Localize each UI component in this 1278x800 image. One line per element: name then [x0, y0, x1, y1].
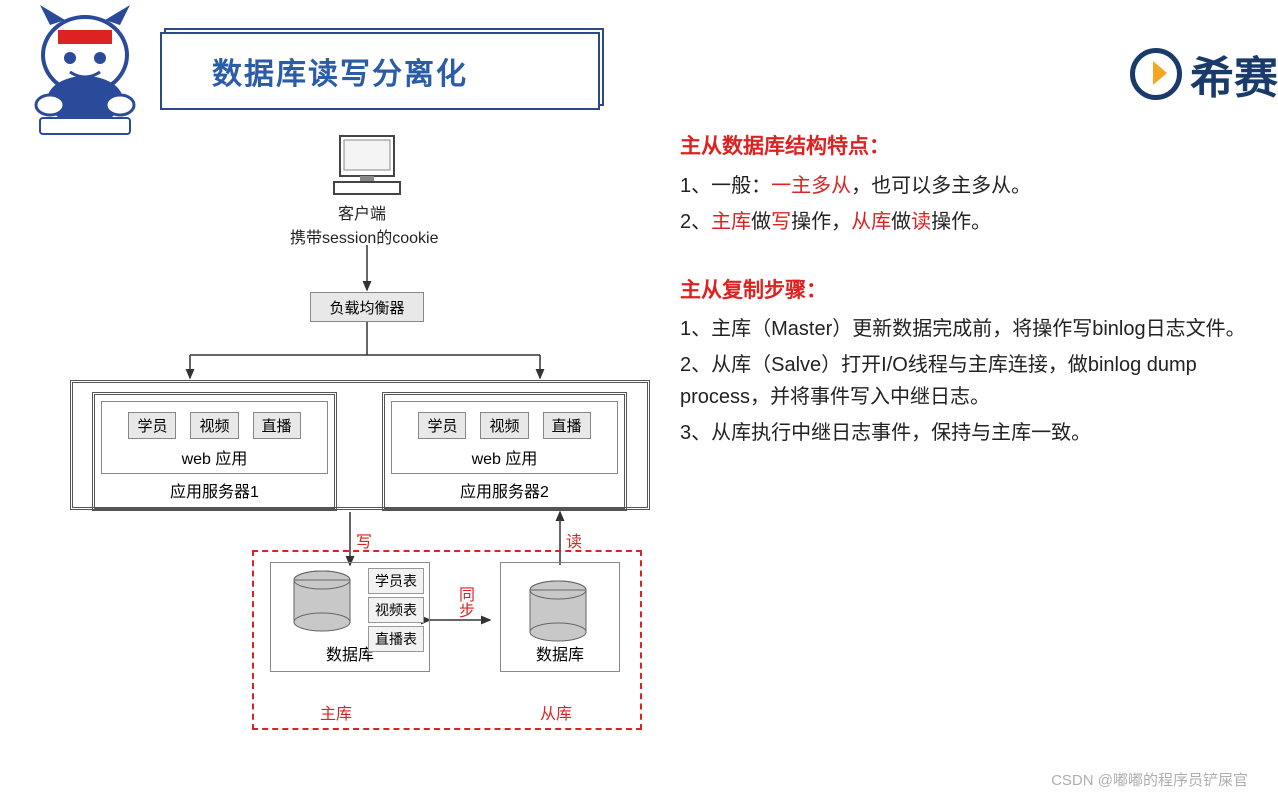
page-title: 数据库读写分离化: [160, 32, 600, 110]
db-name: 数据库: [501, 641, 619, 665]
brand-text: 希赛: [1190, 42, 1278, 106]
text-column: 主从数据库结构特点： 1、一般：一主多从，也可以多主多从。 2、主库做写操作，从…: [680, 130, 1270, 453]
table-tag: 直播表: [368, 626, 424, 652]
watermark: CSDN @嘟嘟的程序员铲屎官: [1051, 769, 1248, 790]
server-caption: 应用服务器2: [391, 478, 618, 502]
section-heading-2: 主从复制步骤：: [680, 274, 1270, 308]
module-tag: 直播: [253, 412, 301, 439]
app-server-2: 学员 视频 直播 web 应用 应用服务器2: [382, 392, 627, 511]
step-2: 2、从库（Salve）打开I/O线程与主库连接，做binlog dump pro…: [680, 349, 1270, 413]
brand-logo: 希赛: [1130, 42, 1278, 106]
client-label: 客户端: [338, 200, 386, 224]
master-tables: 学员表 视频表 直播表: [368, 568, 424, 652]
server-caption: 应用服务器1: [101, 478, 328, 502]
architecture-diagram: 客户端 携带session的cookie 负载均衡器 学员 视频 直播 web …: [60, 130, 660, 780]
module-tag: 视频: [480, 412, 528, 439]
cookie-label: 携带session的cookie: [290, 224, 439, 248]
table-tag: 学员表: [368, 568, 424, 594]
write-label: 写: [356, 528, 372, 552]
step-3: 3、从库执行中继日志事件，保持与主库一致。: [680, 417, 1270, 449]
mascot-icon: [10, 0, 160, 140]
app-label: web 应用: [402, 445, 607, 469]
table-tag: 视频表: [368, 597, 424, 623]
point-1: 1、一般：一主多从，也可以多主多从。: [680, 170, 1270, 202]
module-tag: 直播: [543, 412, 591, 439]
slave-db-box: 数据库: [500, 562, 620, 672]
step-1: 1、主库（Master）更新数据完成前，将操作写binlog日志文件。: [680, 313, 1270, 345]
module-tag: 学员: [418, 412, 466, 439]
master-role-label: 主库: [320, 700, 352, 724]
module-tag: 学员: [128, 412, 176, 439]
read-label: 读: [566, 528, 582, 552]
section-heading-1: 主从数据库结构特点：: [680, 130, 1270, 164]
point-2: 2、主库做写操作，从库做读操作。: [680, 206, 1270, 238]
slave-role-label: 从库: [540, 700, 572, 724]
module-tag: 视频: [190, 412, 238, 439]
load-balancer-box: 负载均衡器: [310, 292, 424, 322]
brand-logo-icon: [1130, 48, 1182, 100]
app-label: web 应用: [112, 445, 317, 469]
app-server-1: 学员 视频 直播 web 应用 应用服务器1: [92, 392, 337, 511]
